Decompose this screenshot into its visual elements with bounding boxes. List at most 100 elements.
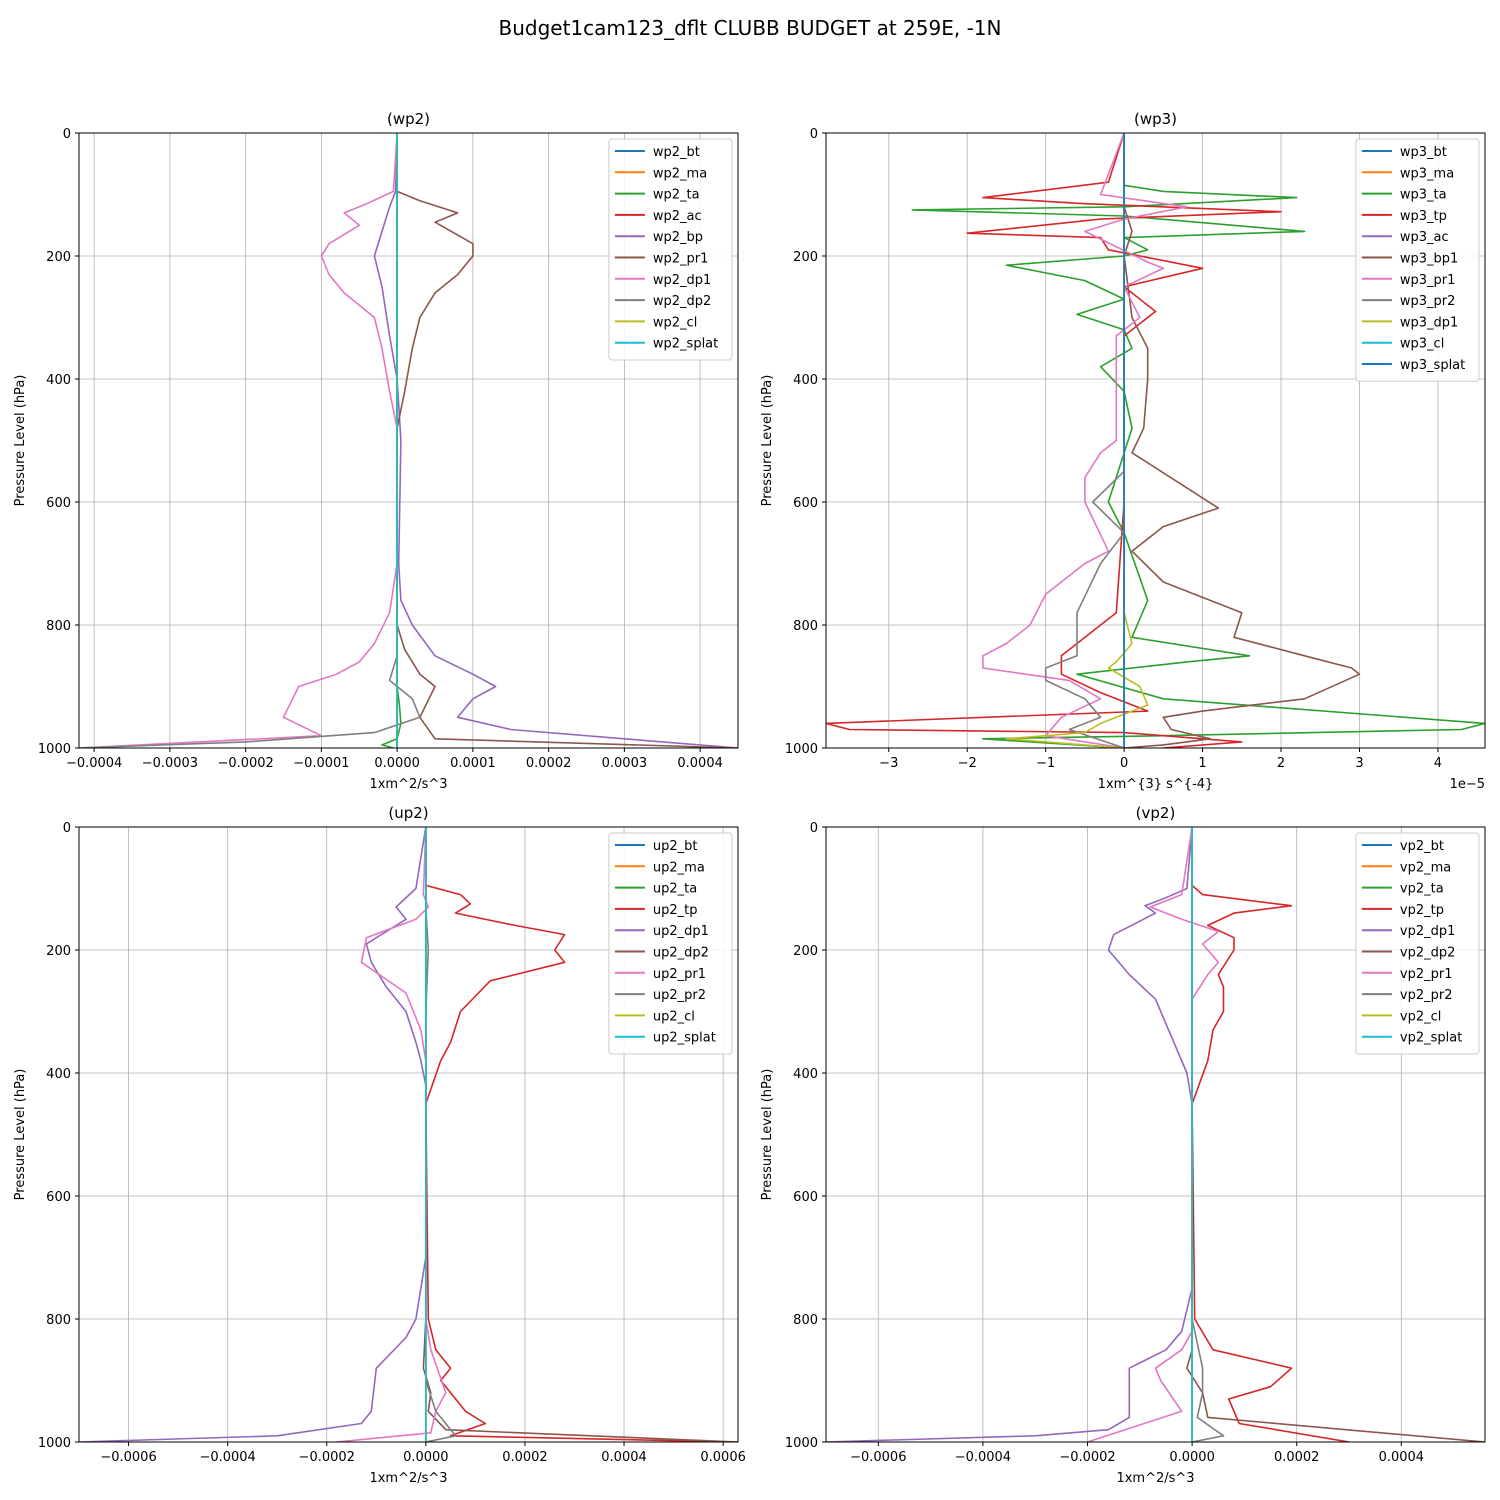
x-tick-label: 0.0003 <box>602 756 648 771</box>
y-tick-label: 400 <box>793 1067 818 1082</box>
x-tick-label: −1 <box>1036 756 1055 771</box>
legend-entry: wp2_dp1 <box>653 273 711 288</box>
axes-frame <box>825 132 1486 749</box>
legend-entry: wp3_ac <box>1400 230 1449 245</box>
x-tick-label: 0.0004 <box>601 1450 647 1465</box>
x-tick-label: −0.0004 <box>955 1450 1011 1465</box>
y-tick-label: 1000 <box>38 742 71 757</box>
y-tick-label: 800 <box>793 1313 818 1328</box>
x-tick-label: −0.0002 <box>299 1450 355 1465</box>
x-tick-label: −0.0002 <box>217 756 273 771</box>
plot-area <box>79 133 738 748</box>
x-tick-label: 0.0000 <box>403 1450 449 1465</box>
axes-frame <box>825 826 1486 1443</box>
plot-area <box>826 827 1485 1442</box>
x-tick-label: 0.0002 <box>502 1450 548 1465</box>
panel-title: (wp2) <box>387 110 430 128</box>
y-tick-label: 800 <box>793 619 818 634</box>
y-tick-label: 1000 <box>785 742 818 757</box>
y-tick-label: 600 <box>793 1190 818 1205</box>
legend-entry: up2_pr1 <box>653 967 706 982</box>
legend-entry: vp2_dp2 <box>1400 946 1456 961</box>
x-tick-label: −0.0006 <box>850 1450 906 1465</box>
series-line-up2_dp1 <box>79 827 427 1442</box>
legend-entry: wp2_cl <box>653 315 697 330</box>
series-line-wp2_pr1 <box>396 133 738 748</box>
legend-entry: wp3_bp1 <box>1400 252 1458 267</box>
plot-area <box>79 827 738 1442</box>
series-line-wp3_pr1 <box>982 133 1188 748</box>
x-axis-label: 1xm^{3} s^{-4} <box>1098 777 1214 792</box>
up2-panel: −0.0006 −0.0004 −0.0002 0.0000 0.0002 0.0004 0… <box>13 804 746 1486</box>
series-line-wp2_dp2 <box>79 133 421 748</box>
x-tick-label: 0.0006 <box>700 1450 746 1465</box>
x-tick-label: 1 <box>1198 756 1206 771</box>
legend-entry: vp2_splat <box>1400 1031 1462 1046</box>
x-tick-label: −0.0001 <box>293 756 349 771</box>
series-line-up2_tp <box>425 827 738 1442</box>
figure-title: Budget1cam123_dflt CLUBB BUDGET at 259E,… <box>498 16 1002 40</box>
x-tick-label: 0.0000 <box>374 756 420 771</box>
y-axis-label: Pressure Level (hPa) <box>760 375 775 507</box>
legend-entry: wp2_ma <box>653 166 707 181</box>
legend-entry: wp3_splat <box>1400 358 1465 373</box>
y-tick-label: 400 <box>46 1067 71 1082</box>
legend-entry: up2_ma <box>653 860 705 875</box>
x-tick-label: 3 <box>1355 756 1363 771</box>
series-line-vp2_tp <box>1191 827 1350 1442</box>
wp2-panel: −0.0004 −0.0003 −0.0002 −0.0001 0.0000 0.0001… <box>13 110 739 792</box>
legend-entry: vp2_bt <box>1400 839 1444 854</box>
x-tick-label: −0.0006 <box>100 1450 156 1465</box>
axes-frame <box>78 826 739 1443</box>
legend-entry: vp2_cl <box>1400 1009 1441 1024</box>
y-tick-label: 200 <box>793 250 818 265</box>
panel-title: (vp2) <box>1136 804 1176 822</box>
y-axis-label: Pressure Level (hPa) <box>13 1069 28 1201</box>
legend-entry: vp2_ta <box>1400 882 1444 897</box>
series-line-wp3_ta <box>911 133 1485 748</box>
legend: wp2_bt wp2_ma wp2_ta wp2_ac wp2_bp wp2_pr1 wp2… <box>608 138 733 361</box>
legend: up2_bt up2_ma up2_ta up2_tp up2_dp1 up2_dp2up… <box>608 832 733 1055</box>
legend-entry: wp2_ta <box>653 188 700 203</box>
y-tick-label: 200 <box>46 944 71 959</box>
series-line-up2_pr1 <box>336 827 447 1442</box>
legend-entry: wp2_ac <box>653 209 702 224</box>
x-tick-label: 2 <box>1277 756 1285 771</box>
x-tick-label: 0.0004 <box>1379 1450 1425 1465</box>
legend-entry: wp2_splat <box>653 337 718 352</box>
series-line-vp2_dp1 <box>826 827 1193 1442</box>
x-tick-label: 0.0002 <box>526 756 572 771</box>
x-tick-label: −2 <box>958 756 977 771</box>
y-tick-label: 400 <box>793 373 818 388</box>
legend-entry: up2_dp1 <box>653 924 709 939</box>
y-tick-label: 0 <box>63 127 71 142</box>
series-line-wp2_dp1 <box>79 133 398 748</box>
y-tick-label: 0 <box>63 821 71 836</box>
x-tick-label: −3 <box>879 756 898 771</box>
wp3-panel: −3 −2 −1 0 1 2 3 4 0 200 400 600 800 1000 1e−5 (wp3) 1xm… <box>760 110 1486 792</box>
x-axis-label: 1xm^2/s^3 <box>369 777 447 792</box>
legend-entry: wp3_pr1 <box>1400 273 1456 288</box>
panel-title: (wp3) <box>1134 110 1177 128</box>
legend-entry: vp2_tp <box>1400 903 1444 918</box>
axes-frame <box>78 132 739 749</box>
series-line-vp2_pr2 <box>1191 827 1225 1442</box>
y-tick-label: 600 <box>793 496 818 511</box>
legend-entry: wp3_tp <box>1400 209 1447 224</box>
series-line-wp2_bp <box>373 133 738 748</box>
y-tick-label: 1000 <box>785 1436 818 1451</box>
legend-entry: wp3_cl <box>1400 337 1444 352</box>
x-tick-label: 0 <box>1120 756 1128 771</box>
y-tick-label: 800 <box>46 619 71 634</box>
x-axis-label: 1xm^2/s^3 <box>369 1471 447 1486</box>
panel-title: (up2) <box>388 804 428 822</box>
y-tick-label: 400 <box>46 373 71 388</box>
legend-entry: wp2_pr1 <box>653 252 709 267</box>
x-tick-label: −0.0002 <box>1059 1450 1115 1465</box>
y-tick-label: 600 <box>46 1190 71 1205</box>
legend-entry: wp3_dp1 <box>1400 315 1458 330</box>
x-tick-label: −0.0004 <box>66 756 122 771</box>
legend-entry: up2_ta <box>653 882 697 897</box>
legend: vp2_bt vp2_ma vp2_ta vp2_tp vp2_dp1 vp2_dp2vp… <box>1355 832 1480 1055</box>
